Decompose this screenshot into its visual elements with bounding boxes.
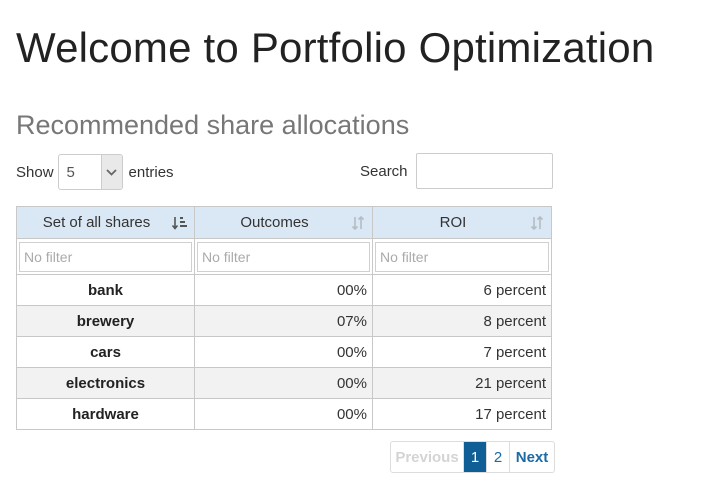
outcome-cell: 00% bbox=[194, 336, 373, 368]
column-label: Set of all shares bbox=[42, 214, 151, 231]
roi-cell: 6 percent bbox=[372, 274, 552, 306]
column-header-roi[interactable]: ROI bbox=[372, 206, 552, 239]
filter-input-roi[interactable] bbox=[375, 241, 549, 272]
section-title: Recommended share allocations bbox=[16, 110, 410, 140]
previous-page-button[interactable]: Previous bbox=[395, 448, 459, 466]
column-header-shares[interactable]: Set of all shares bbox=[16, 206, 195, 239]
pagination: Previous 1 2 Next bbox=[390, 441, 555, 473]
filter-cell bbox=[16, 238, 195, 275]
entries-select[interactable]: 5 bbox=[57, 154, 123, 190]
chevron-down-icon[interactable] bbox=[100, 155, 122, 189]
page-button-2[interactable]: 2 bbox=[486, 442, 509, 472]
table-row: bank 00% 6 percent bbox=[16, 274, 552, 306]
sort-both-icon bbox=[530, 216, 544, 230]
table-row: hardware 00% 17 percent bbox=[16, 398, 552, 430]
table-row: cars 00% 7 percent bbox=[16, 336, 552, 368]
table-row: brewery 07% 8 percent bbox=[16, 305, 552, 337]
column-label: ROI bbox=[439, 214, 467, 231]
share-cell: cars bbox=[16, 336, 195, 368]
entries-label: entries bbox=[128, 163, 174, 181]
allocations-table: Set of all shares Outcomes ROI bbox=[16, 206, 552, 430]
sort-both-icon bbox=[351, 216, 365, 230]
outcome-cell: 00% bbox=[194, 398, 373, 430]
filter-input-outcomes[interactable] bbox=[197, 241, 370, 272]
outcome-cell: 00% bbox=[194, 274, 373, 306]
table-header-row: Set of all shares Outcomes ROI bbox=[16, 206, 552, 239]
entries-length-control: Show 5 entries bbox=[16, 153, 174, 191]
search-label: Search bbox=[360, 162, 408, 180]
filter-cell bbox=[194, 238, 373, 275]
outcome-cell: 00% bbox=[194, 367, 373, 399]
filter-row bbox=[16, 238, 552, 275]
search-control: Search bbox=[360, 153, 553, 189]
search-input[interactable] bbox=[415, 153, 553, 189]
share-cell: hardware bbox=[16, 398, 195, 430]
next-page-button[interactable]: Next bbox=[509, 442, 554, 472]
page-title: Welcome to Portfolio Optimization bbox=[16, 24, 655, 71]
share-cell: brewery bbox=[16, 305, 195, 337]
sort-ascending-icon bbox=[172, 217, 187, 230]
roi-cell: 17 percent bbox=[372, 398, 552, 430]
share-cell: bank bbox=[16, 274, 195, 306]
roi-cell: 21 percent bbox=[372, 367, 552, 399]
share-cell: electronics bbox=[16, 367, 195, 399]
outcome-cell: 07% bbox=[194, 305, 373, 337]
page-button-1[interactable]: 1 bbox=[463, 442, 486, 472]
table-row: electronics 00% 21 percent bbox=[16, 367, 552, 399]
roi-cell: 7 percent bbox=[372, 336, 552, 368]
filter-cell bbox=[372, 238, 552, 275]
filter-input-shares[interactable] bbox=[19, 241, 192, 272]
column-label: Outcomes bbox=[240, 214, 309, 231]
entries-select-value: 5 bbox=[66, 163, 75, 181]
show-label: Show bbox=[16, 163, 54, 181]
roi-cell: 8 percent bbox=[372, 305, 552, 337]
column-header-outcomes[interactable]: Outcomes bbox=[194, 206, 373, 239]
